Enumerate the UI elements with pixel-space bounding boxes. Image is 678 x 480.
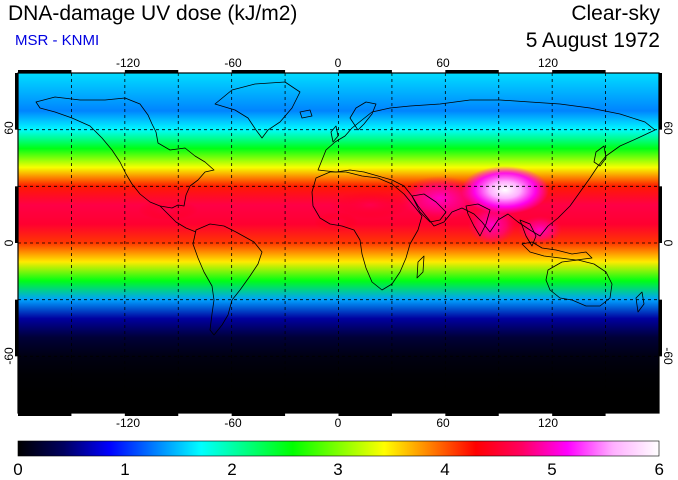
coastline-north-america [35, 96, 215, 209]
lon-label-top: -120 [116, 56, 140, 70]
sky-condition-label: Clear-sky [571, 2, 660, 25]
colorbar-label: 0 [13, 460, 22, 479]
frame-tick-bar [445, 413, 499, 416]
coastline-uk [330, 125, 339, 143]
coastline-australia [545, 259, 613, 307]
frame-tick-bar [338, 70, 392, 73]
coastline-europe-asia [317, 99, 656, 237]
lon-label-top: 120 [538, 56, 558, 70]
colorbar-labels: 0 1 2 3 4 5 6 [13, 460, 664, 479]
hotspot-west-africa [314, 212, 358, 232]
colorbar [17, 440, 660, 457]
frame-tick-bar [659, 186, 662, 243]
coastline-central-america [159, 205, 197, 233]
frame-tick-bar [15, 299, 18, 357]
coastline-arabia [411, 193, 447, 223]
date-label: 5 August 1972 [525, 29, 660, 52]
coastline-madagascar [416, 255, 425, 279]
lon-tick-labels-top: -120 -60 0 60 120 [116, 56, 558, 70]
source-label: MSR - KNMI [15, 32, 100, 49]
lat-label-left: 60 [2, 121, 16, 135]
lon-label-bottom: 0 [335, 416, 342, 430]
lat-label-right: 60 [661, 121, 675, 135]
coastline-iceland [299, 109, 313, 119]
lon-label-top: 0 [335, 56, 342, 70]
coastline-indonesia [521, 241, 593, 261]
frame-tick-bar [445, 70, 499, 73]
frame-tick-bar [338, 413, 392, 416]
map-field [18, 73, 659, 413]
hotspot-central-america [138, 200, 198, 220]
frame-tick-bar [124, 70, 179, 73]
colorbar-label: 3 [333, 460, 342, 479]
frame-tick-bar [659, 299, 662, 357]
coastline-new-zealand [635, 291, 645, 313]
lat-label-right: 0 [661, 240, 675, 247]
frame-tick-bar [552, 413, 606, 416]
lat-label-left: -60 [2, 347, 16, 365]
lon-label-top: -60 [224, 56, 242, 70]
coastline-south-america [192, 223, 263, 336]
lat-tick-labels-left: 60 0 -60 [2, 121, 16, 365]
colorbar-label: 5 [547, 460, 556, 479]
coastline-india [465, 203, 491, 237]
frame-tick-bar [231, 413, 286, 416]
frame-tick-bar [552, 70, 606, 73]
colorbar-label: 4 [440, 460, 449, 479]
frame-tick-bar [15, 73, 18, 130]
colorbar-label: 2 [227, 460, 236, 479]
coastline-africa [311, 171, 423, 291]
colorbar-label: 1 [120, 460, 129, 479]
frame-tick-bar [15, 186, 18, 243]
coastline-greenland [214, 81, 301, 139]
coastline-southeast-asia [519, 219, 537, 247]
coastline-scandinavia [349, 101, 377, 131]
map-title: DNA-damage UV dose (kJ/m2) [8, 2, 298, 25]
lon-label-bottom: -120 [116, 416, 140, 430]
hotspot-india [468, 205, 516, 245]
gridlines [18, 73, 659, 413]
hotspot-sahara [330, 191, 410, 219]
frame-tick-bar [18, 413, 72, 416]
lon-label-top: 60 [436, 56, 450, 70]
frame-tick-bar [231, 70, 286, 73]
lon-tick-labels-bottom: -120 -60 0 60 120 [116, 416, 558, 430]
lon-label-bottom: 60 [436, 416, 450, 430]
lon-label-bottom: 120 [538, 416, 558, 430]
lat-label-left: 0 [2, 239, 16, 246]
lon-label-bottom: -60 [224, 416, 242, 430]
frame-ticks [15, 70, 662, 416]
coastlines [35, 81, 656, 336]
coastline-japan [593, 145, 607, 167]
frame-tick-bar [659, 73, 662, 130]
lat-label-right: -60 [661, 347, 675, 365]
frame-tick-bar [18, 70, 72, 73]
hotspot-tibet [461, 166, 549, 214]
lat-tick-labels-right: 60 0 -60 [661, 121, 675, 365]
frame-tick-bar [124, 413, 179, 416]
hotspot-southeast-asia [518, 216, 562, 244]
colorbar-label: 6 [655, 460, 664, 479]
